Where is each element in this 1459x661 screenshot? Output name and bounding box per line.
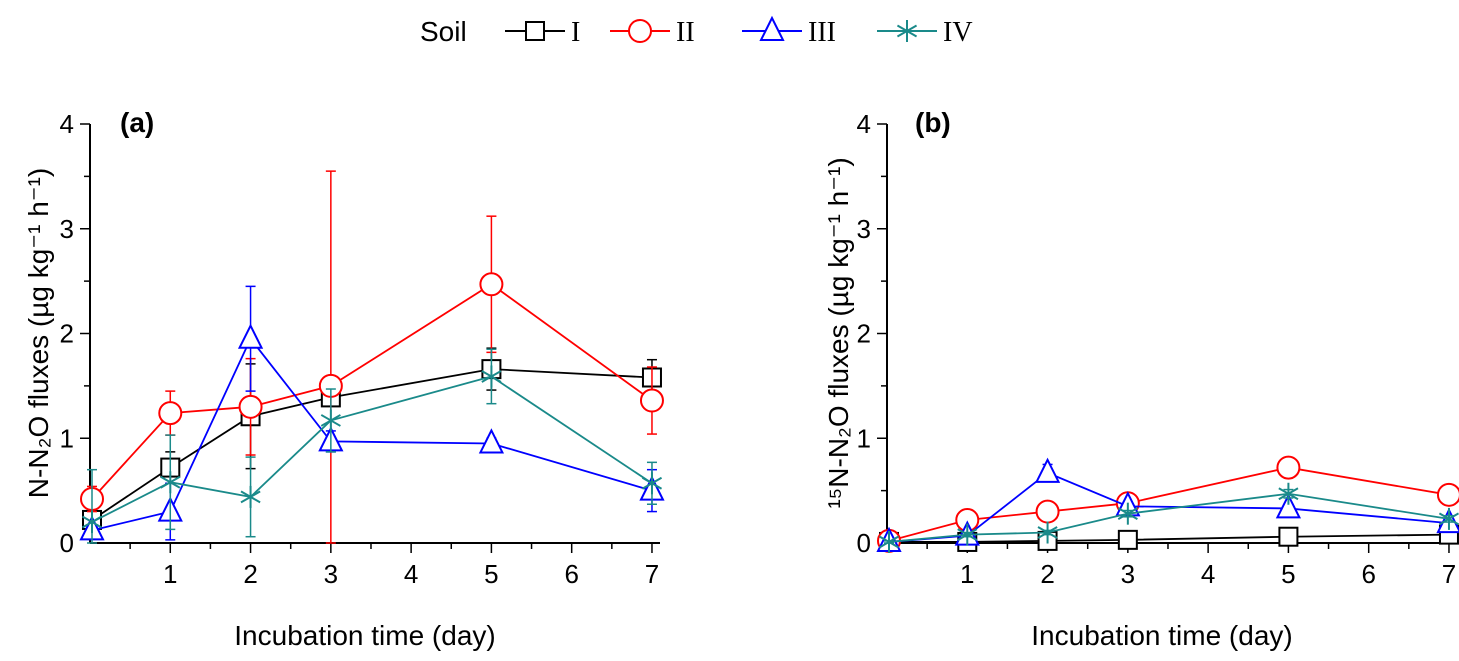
data-point — [479, 272, 504, 297]
data-point — [1278, 526, 1299, 547]
data-point — [158, 401, 183, 426]
data-point — [238, 394, 263, 419]
series-line — [91, 368, 653, 521]
x-tick-label: 2 — [243, 559, 257, 589]
panel-label: (b) — [915, 107, 951, 138]
x-tick-label: 1 — [960, 559, 974, 589]
panel-label: (a) — [120, 107, 154, 138]
data-point — [1438, 507, 1459, 530]
legend-item-III: III — [742, 15, 836, 48]
x-tick-label: 3 — [1121, 559, 1135, 589]
data-point — [81, 511, 103, 534]
data-point — [1275, 493, 1302, 519]
x-axis-title: Incubation time (day) — [234, 620, 495, 651]
x-tick-label: 4 — [1201, 559, 1215, 589]
legend-marker-triangle — [759, 15, 785, 41]
series-II — [80, 170, 664, 544]
y-tick-label: 1 — [857, 423, 871, 453]
series-line — [91, 375, 653, 523]
data-point — [639, 388, 664, 413]
data-point — [1034, 457, 1061, 483]
y-tick-label: 0 — [60, 528, 74, 558]
series-line — [888, 466, 1450, 542]
data-point — [1278, 482, 1299, 505]
x-tick-label: 7 — [1442, 559, 1456, 589]
panel-b: 1 2 3 4 5 6 7 0 1 2 3 4 Incubation time (day) ¹⁵N-N₂O… — [823, 107, 1459, 651]
legend-item-IV: IV — [877, 17, 973, 48]
legend-marker-circle — [628, 19, 652, 43]
data-point — [878, 530, 900, 553]
x-tick-label: 3 — [324, 559, 338, 589]
x-tick-label: 2 — [1040, 559, 1054, 589]
series-line — [889, 533, 1449, 543]
x-tick-label: 6 — [564, 559, 578, 589]
legend-label: II — [676, 17, 695, 48]
y-tick-label: 2 — [857, 319, 871, 349]
data-point — [1035, 499, 1060, 524]
x-tick-label: 5 — [484, 559, 498, 589]
x-tick-label: 4 — [404, 559, 418, 589]
series-line — [888, 492, 1450, 543]
y-tick-label: 4 — [857, 109, 871, 139]
data-point — [320, 409, 341, 432]
series-IV — [81, 348, 663, 544]
legend-marker-square — [525, 21, 545, 41]
series-IV — [878, 482, 1459, 553]
data-point — [240, 485, 261, 508]
data-point — [1436, 482, 1459, 507]
y-tick-label: 3 — [60, 214, 74, 244]
data-point — [481, 365, 502, 388]
data-point — [160, 471, 181, 494]
legend-label: IV — [943, 17, 973, 48]
data-point — [957, 523, 978, 546]
data-point — [1276, 455, 1301, 480]
data-point — [1117, 502, 1138, 525]
data-point — [237, 323, 264, 349]
y-axis-title: ¹⁵N-N₂O fluxes (µg kg⁻¹ h⁻¹) — [823, 157, 854, 508]
data-point — [478, 428, 505, 454]
x-tick-label: 7 — [645, 559, 659, 589]
series-line — [91, 337, 653, 532]
y-tick-label: 0 — [857, 528, 871, 558]
x-tick-label: 6 — [1361, 559, 1375, 589]
legend-item-II: II — [610, 17, 695, 48]
x-tick-label: 1 — [163, 559, 177, 589]
y-tick-label: 3 — [857, 214, 871, 244]
x-axis-title: Incubation time (day) — [1031, 620, 1292, 651]
legend-title: Soil — [420, 16, 467, 47]
y-tick-label: 4 — [60, 109, 74, 139]
legend-label: III — [808, 17, 836, 48]
legend: Soil I II III IV — [420, 15, 973, 48]
data-point — [1117, 529, 1138, 550]
data-point — [641, 472, 663, 495]
series-line — [91, 283, 653, 500]
x-tick-label: 5 — [1281, 559, 1295, 589]
error-bar — [325, 170, 336, 544]
legend-item-I: I — [505, 17, 580, 48]
legend-marker-asterisk — [896, 20, 918, 42]
y-tick-label: 2 — [60, 319, 74, 349]
panel-a: 1 2 3 4 5 6 7 0 1 2 3 4 Incubation time (day) N-N₂O f… — [23, 107, 665, 651]
legend-label: I — [571, 17, 580, 48]
y-tick-label: 1 — [60, 423, 74, 453]
y-axis-title: N-N₂O fluxes (µg kg⁻¹ h⁻¹) — [23, 168, 54, 498]
data-point — [1037, 521, 1058, 544]
